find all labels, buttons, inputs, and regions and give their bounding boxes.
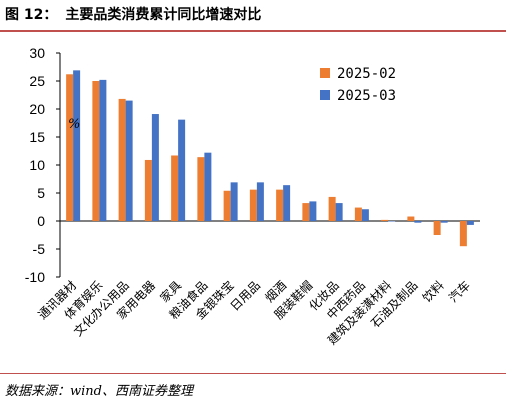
bar-2025-02-服装鞋帽: [302, 203, 310, 221]
bar-2025-03-粮油食品: [204, 152, 212, 221]
legend: 2025-02 2025-03: [320, 66, 396, 104]
category-label: 日用品: [228, 278, 263, 313]
bar-2025-02-体育娱乐: [92, 81, 100, 221]
bar-2025-02-文化办公用品: [118, 98, 126, 221]
bar-2025-02-烟酒: [276, 189, 284, 221]
bar-2025-03-体育娱乐: [99, 79, 107, 221]
figure-title-text: 主要品类消费累计同比增速对比: [65, 7, 262, 23]
y-tick-label: 5: [37, 185, 45, 201]
unit-label: %: [68, 117, 80, 132]
bar-2025-02-家具: [171, 155, 179, 221]
bar-2025-03-汽车: [466, 221, 474, 225]
bar-2025-03-家具: [178, 119, 186, 221]
y-tick-label: 30: [29, 45, 45, 61]
bar-2025-03-家用电器: [151, 114, 159, 221]
legend-label-2025-03: 2025-03: [337, 88, 396, 104]
bar-2025-02-金银珠宝: [223, 190, 231, 221]
y-tick-label: 20: [29, 101, 45, 117]
bar-2025-03-石油及制品: [414, 221, 422, 223]
bar-2025-02-化妆品: [328, 196, 336, 221]
bar-2025-03-烟酒: [283, 185, 291, 221]
y-tick-label: 15: [29, 129, 45, 145]
legend-label-2025-02: 2025-02: [337, 66, 396, 82]
bar-2025-03-中西药品: [361, 209, 369, 221]
bar-2025-03-建筑及装潢材料: [388, 221, 396, 222]
bar-2025-03-化妆品: [335, 203, 343, 221]
bar-2025-03-服装鞋帽: [309, 201, 317, 221]
bars: [66, 70, 474, 247]
legend-swatch-2025-03: [320, 90, 330, 100]
source-note: 数据来源：wind、西南证券整理: [5, 384, 193, 399]
figure-number: 图 12：: [5, 7, 58, 23]
bar-2025-02-粮油食品: [197, 157, 205, 221]
y-tick-label: -10: [25, 269, 45, 285]
bar-2025-02-中西药品: [354, 207, 362, 221]
y-tick-label: 25: [29, 73, 45, 89]
y-tick-label: -5: [33, 241, 46, 257]
bar-2025-02-家用电器: [144, 159, 152, 221]
bar-2025-02-石油及制品: [407, 216, 415, 221]
bar-2025-02-汽车: [459, 221, 467, 247]
footer-divider: [0, 373, 506, 374]
bar-2025-03-饮料: [440, 221, 448, 223]
bar-2025-03-文化办公用品: [125, 100, 133, 221]
figure-title: 图 12： 主要品类消费累计同比增速对比: [5, 4, 261, 24]
category-label: 汽车: [445, 278, 473, 306]
bar-2025-03-金银珠宝: [230, 182, 238, 221]
title-divider: [0, 30, 506, 32]
bar-2025-02-日用品: [249, 189, 257, 221]
y-tick-label: 10: [29, 157, 45, 173]
bar-2025-02-饮料: [433, 221, 441, 235]
bar-2025-02-建筑及装潢材料: [381, 219, 389, 221]
bar-2025-02-通讯器材: [66, 74, 74, 221]
y-tick-label: 0: [37, 213, 45, 229]
bar-2025-03-日用品: [256, 182, 264, 221]
bar-2025-03-通讯器材: [73, 70, 81, 221]
legend-swatch-2025-02: [320, 68, 330, 78]
category-label: 饮料: [420, 278, 447, 305]
